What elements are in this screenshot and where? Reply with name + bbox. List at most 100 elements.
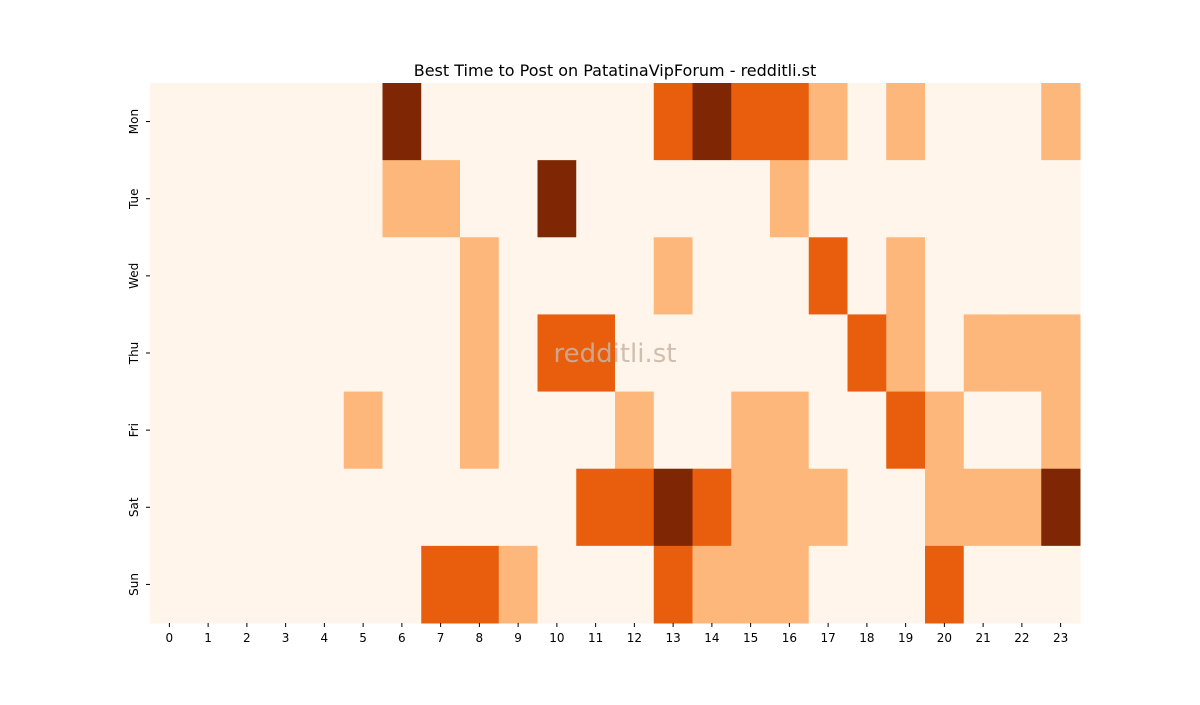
heatmap-cell — [963, 391, 1003, 470]
heatmap-cell — [963, 160, 1003, 238]
heatmap-cell — [460, 160, 500, 238]
x-tick-label: 12 — [627, 631, 642, 645]
heatmap-cell — [925, 237, 965, 315]
heatmap-cell — [305, 237, 345, 315]
heatmap-cell — [808, 468, 848, 547]
heatmap-cell — [1041, 468, 1081, 547]
x-tick-label: 22 — [1014, 631, 1029, 645]
heatmap-cell — [615, 545, 655, 624]
heatmap-cell — [770, 237, 810, 315]
heatmap-cell — [343, 545, 383, 624]
heatmap-cell — [692, 237, 732, 315]
heatmap-cell — [343, 83, 383, 161]
heatmap-cell — [731, 468, 771, 547]
heatmap-cell — [498, 545, 538, 624]
heatmap-cell — [188, 391, 228, 470]
heatmap-cell — [266, 391, 306, 470]
heatmap-cell — [150, 237, 190, 315]
heatmap-cell — [653, 545, 693, 624]
heatmap-cell — [305, 314, 345, 393]
x-tick-label: 19 — [898, 631, 913, 645]
heatmap-cell — [1041, 237, 1081, 315]
x-tick-label: 13 — [665, 631, 680, 645]
heatmap-cell — [537, 468, 577, 547]
y-tick-label: Thu — [127, 342, 141, 366]
heatmap-cell — [615, 160, 655, 238]
heatmap-cell — [382, 160, 422, 238]
heatmap-cell — [498, 83, 538, 161]
heatmap-cell — [925, 83, 965, 161]
x-tick-label: 9 — [514, 631, 522, 645]
heatmap-cell — [1041, 314, 1081, 393]
x-axis: 0 1 2 3 4 5 6 7 8 9 10 11 12 13 14 15 16 17 18 19 20 21 22 23 — [166, 623, 1068, 645]
x-tick-label: 4 — [321, 631, 329, 645]
x-tick-label: 10 — [549, 631, 564, 645]
heatmap-cell — [188, 468, 228, 547]
chart-title: Best Time to Post on PatatinaVipForum - … — [414, 61, 817, 80]
y-tick-label: Wed — [127, 263, 141, 289]
x-tick-label: 14 — [704, 631, 719, 645]
x-tick-label: 21 — [975, 631, 990, 645]
x-tick-label: 11 — [588, 631, 603, 645]
heatmap-cell — [653, 83, 693, 161]
heatmap-cell — [150, 160, 190, 238]
heatmap-cell — [343, 468, 383, 547]
heatmap-cell — [847, 391, 887, 470]
heatmap-cell — [770, 545, 810, 624]
heatmap-cell — [266, 160, 306, 238]
heatmap-cell — [886, 314, 926, 393]
heatmap-cell — [537, 83, 577, 161]
heatmap-cell — [963, 83, 1003, 161]
heatmap-cell — [382, 545, 422, 624]
heatmap-cell — [227, 391, 267, 470]
heatmap-cell — [343, 391, 383, 470]
heatmap-cell — [421, 545, 461, 624]
heatmap-cell — [1041, 391, 1081, 470]
heatmap-cell — [576, 314, 616, 393]
heatmap-cell — [150, 468, 190, 547]
heatmap-cell — [150, 83, 190, 161]
heatmap-cell — [770, 314, 810, 393]
heatmap-cell — [576, 237, 616, 315]
heatmap-cell — [731, 237, 771, 315]
heatmap-cell — [421, 314, 461, 393]
heatmap-cell — [808, 391, 848, 470]
heatmap-cell — [963, 545, 1003, 624]
heatmap-cell — [421, 468, 461, 547]
heatmap-cell — [382, 468, 422, 547]
heatmap-cell — [1041, 160, 1081, 238]
x-tick-label: 15 — [743, 631, 758, 645]
heatmap-cell — [1002, 391, 1042, 470]
heatmap-cell — [188, 545, 228, 624]
heatmap-cell — [188, 83, 228, 161]
heatmap-cell — [615, 83, 655, 161]
heatmap-cell — [460, 545, 500, 624]
heatmap-cell — [227, 83, 267, 161]
heatmap-cell — [692, 83, 732, 161]
x-tick-label: 18 — [859, 631, 874, 645]
y-tick-label: Fri — [127, 423, 141, 437]
heatmap-cell — [227, 468, 267, 547]
heatmap-cell — [808, 545, 848, 624]
heatmap-cell — [266, 83, 306, 161]
x-tick-label: 23 — [1053, 631, 1068, 645]
heatmap-cell — [1002, 160, 1042, 238]
heatmap-cell — [731, 545, 771, 624]
heatmap-cell — [460, 391, 500, 470]
heatmap-cell — [266, 545, 306, 624]
heatmap-cell — [305, 160, 345, 238]
heatmap-cell — [537, 237, 577, 315]
heatmap-cell — [886, 468, 926, 547]
y-tick-label: Sun — [127, 573, 141, 596]
heatmap-cell — [460, 314, 500, 393]
heatmap-cells — [150, 83, 1081, 624]
heatmap-cell — [886, 160, 926, 238]
heatmap-cell — [576, 160, 616, 238]
heatmap-cell — [150, 545, 190, 624]
heatmap-cell — [653, 160, 693, 238]
heatmap-cell — [692, 160, 732, 238]
x-tick-label: 5 — [359, 631, 367, 645]
x-tick-label: 6 — [398, 631, 406, 645]
heatmap-cell — [1002, 237, 1042, 315]
x-tick-label: 16 — [782, 631, 797, 645]
